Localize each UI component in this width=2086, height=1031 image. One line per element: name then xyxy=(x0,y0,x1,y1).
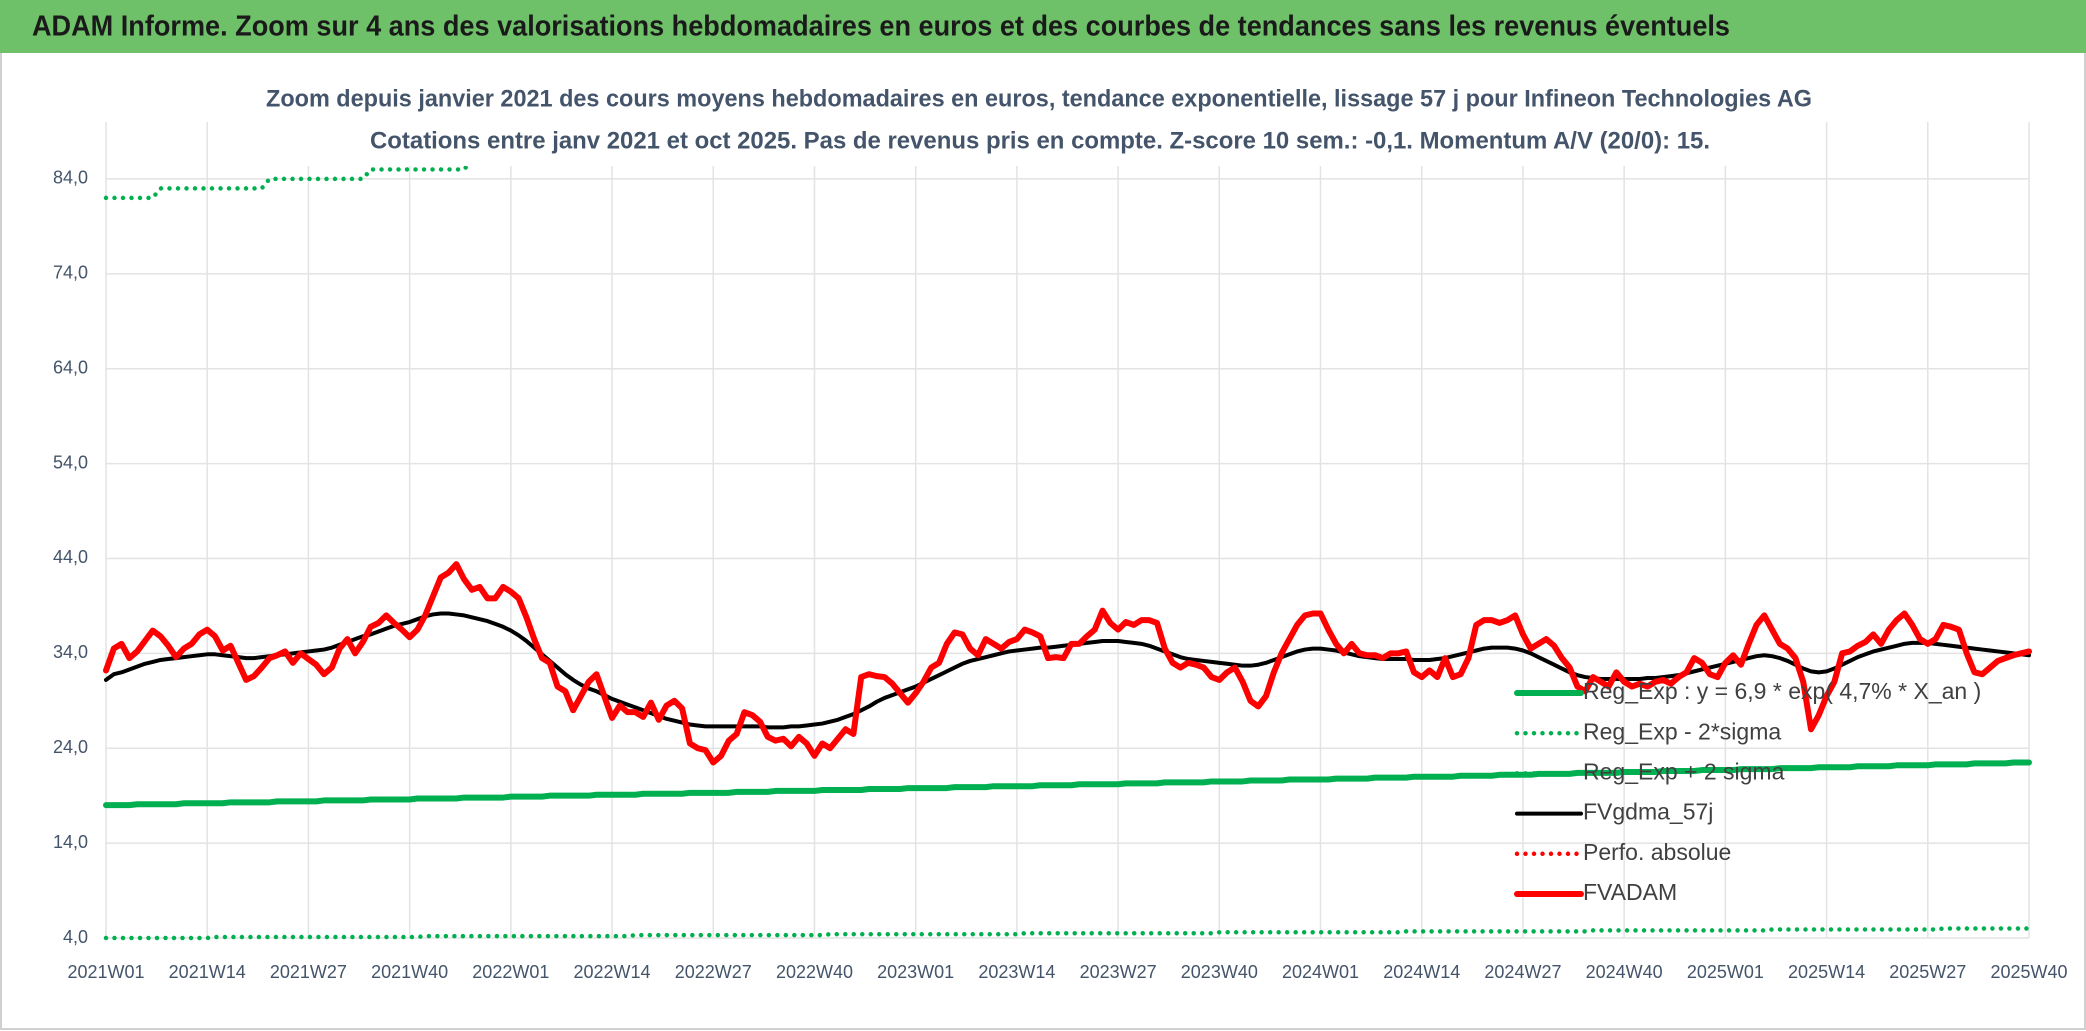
chart-frame xyxy=(0,49,2086,1030)
x-tick-label: 2024W01 xyxy=(1282,962,1359,982)
x-tick-label: 2022W27 xyxy=(675,962,752,982)
x-tick-label: 2021W27 xyxy=(270,962,347,982)
legend: Reg_Exp : y = 6,9 * exp( 4,7% * X_an ) Re… xyxy=(1514,678,1981,905)
y-tick-label: 84,0 xyxy=(53,168,88,188)
x-tick-label: 2021W01 xyxy=(67,962,144,982)
x-tick-label: 2022W40 xyxy=(776,962,853,982)
x-tick-label: 2022W01 xyxy=(472,962,549,982)
x-tick-label: 2023W40 xyxy=(1181,962,1258,982)
y-tick-label: 54,0 xyxy=(53,452,88,472)
x-tick-label: 2023W14 xyxy=(978,962,1055,982)
legend-label: Reg_Exp : y = 6,9 * exp( 4,7% * X_an ) xyxy=(1583,678,1981,704)
legend-label: Reg_Exp - 2*sigma xyxy=(1583,718,1781,744)
chart-subtitle: Cotations entre janv 2021 et oct 2025. P… xyxy=(370,127,1710,154)
y-tick-label: 34,0 xyxy=(53,642,88,662)
x-tick-label: 2022W14 xyxy=(574,962,651,982)
legend-label: FVADAM xyxy=(1583,879,1677,905)
header-title: ADAM Informe. Zoom sur 4 ans des valoris… xyxy=(32,11,1730,43)
x-tick-label: 2025W40 xyxy=(1990,962,2067,982)
header-bar xyxy=(0,0,2086,53)
y-tick-label: 4,0 xyxy=(63,927,88,947)
axes: 2021W01 2021W14 2021W27 2021W40 2022W01 2022W… xyxy=(53,122,2068,982)
x-tick-label: 2021W14 xyxy=(169,962,246,982)
x-tick-label: 2023W27 xyxy=(1080,962,1157,982)
x-tick-label: 2025W14 xyxy=(1788,962,1865,982)
y-tick-label: 64,0 xyxy=(53,357,88,377)
x-tick-label: 2024W40 xyxy=(1586,962,1663,982)
x-tick-label: 2024W27 xyxy=(1484,962,1561,982)
series-line xyxy=(103,926,2032,941)
x-tick-label: 2021W40 xyxy=(371,962,448,982)
legend-label: Reg_Exp + 2 sigma xyxy=(1583,758,1785,784)
series-line xyxy=(103,759,2032,809)
y-tick-label: 14,0 xyxy=(53,832,88,852)
x-tick-label: 2025W27 xyxy=(1889,962,1966,982)
chart-title: Zoom depuis janvier 2021 des cours moyen… xyxy=(266,85,1812,112)
legend-label: Perfo. absolue xyxy=(1583,839,1731,865)
legend-label: FVgdma_57j xyxy=(1583,799,1713,825)
x-tick-label: 2024W14 xyxy=(1383,962,1460,982)
title-box xyxy=(246,80,1820,166)
y-tick-label: 74,0 xyxy=(53,263,88,283)
y-tick-label: 44,0 xyxy=(53,547,88,567)
y-tick-label: 24,0 xyxy=(53,737,88,757)
x-tick-label: 2025W01 xyxy=(1687,962,1764,982)
series-line xyxy=(103,561,2032,766)
x-tick-label: 2023W01 xyxy=(877,962,954,982)
plot-area xyxy=(103,119,2032,941)
